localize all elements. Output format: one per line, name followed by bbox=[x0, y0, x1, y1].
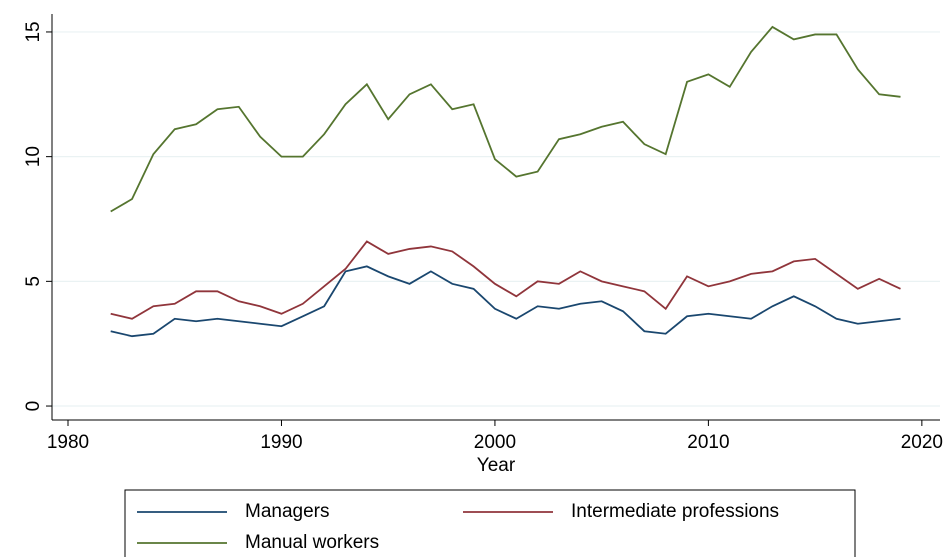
legend-label: Intermediate professions bbox=[571, 501, 779, 522]
y-tick-label: 15 bbox=[23, 21, 44, 42]
x-tick-label: 1990 bbox=[260, 432, 302, 453]
x-tick-label: 1980 bbox=[47, 432, 89, 453]
series-line bbox=[110, 240, 901, 320]
series-line bbox=[110, 265, 901, 338]
y-tick-label: 0 bbox=[23, 401, 44, 412]
legend-label: Manual workers bbox=[245, 532, 379, 553]
x-tick-label: 2010 bbox=[687, 432, 729, 453]
x-axis-label: Year bbox=[477, 455, 516, 476]
legend-label: Managers bbox=[245, 501, 330, 522]
y-tick-label: 10 bbox=[23, 146, 44, 167]
x-tick-label: 2000 bbox=[474, 432, 516, 453]
series-line bbox=[110, 25, 901, 213]
legend-box bbox=[124, 489, 856, 557]
y-tick-label: 5 bbox=[23, 276, 44, 287]
x-tick-label: 2020 bbox=[901, 432, 943, 453]
